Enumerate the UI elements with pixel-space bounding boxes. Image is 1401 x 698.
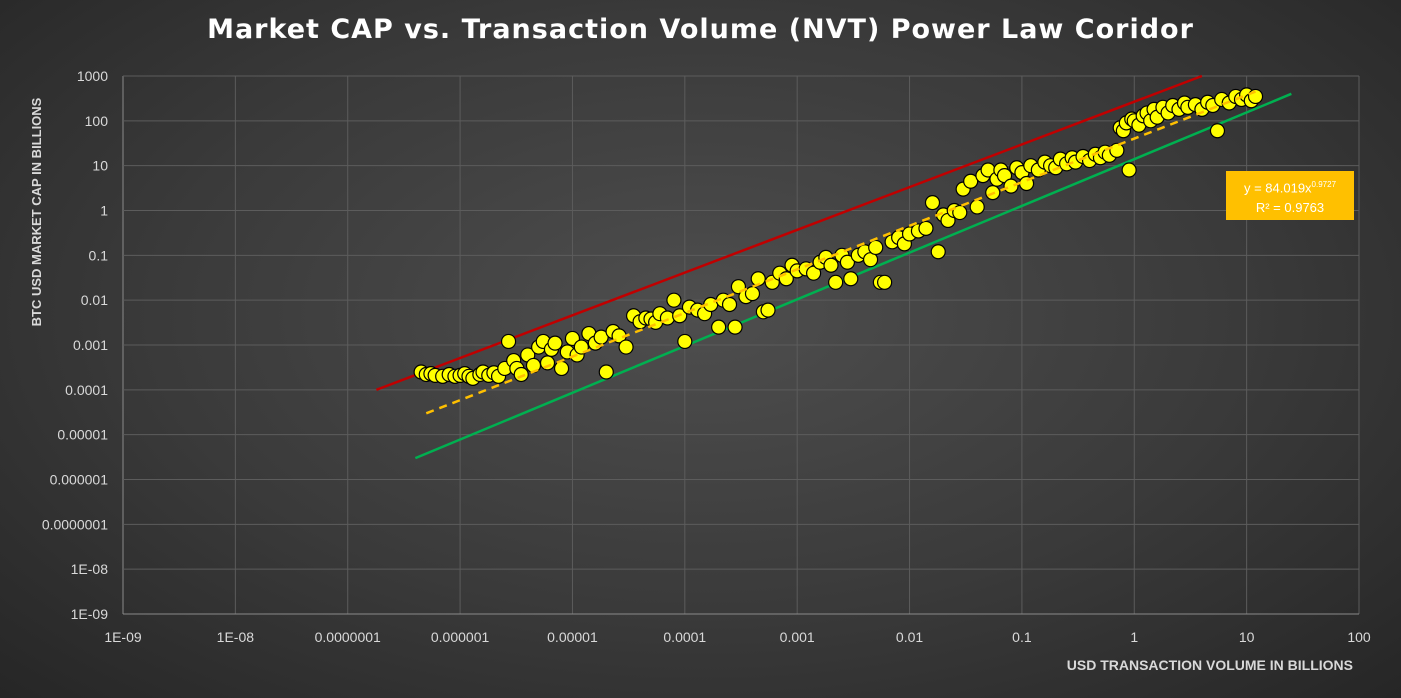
gridlines [122, 75, 1360, 615]
chart-title: Market CAP vs. Transaction Volume (NVT) … [207, 14, 1194, 45]
data-point [1121, 162, 1137, 178]
y-tick-label: 0.0001 [65, 382, 108, 398]
scatter-points [413, 87, 1264, 386]
y-tick-label: 1E-08 [71, 561, 109, 577]
data-point [868, 239, 884, 256]
data-point [666, 292, 682, 308]
x-tick-label: 1E-08 [217, 629, 255, 645]
data-point [618, 339, 634, 355]
trendline-equation-box: y = 84.019x0.9727 R² = 0.9763 [1226, 171, 1354, 220]
equation-prefix: y = 84.019x [1243, 180, 1312, 196]
x-tick-label: 0.0000001 [315, 629, 381, 645]
data-point [721, 296, 738, 313]
x-tick-label: 0.00001 [547, 629, 598, 645]
data-point [677, 333, 693, 350]
y-tick-label: 0.000001 [50, 472, 109, 488]
power-law-trendline [425, 90, 1256, 415]
data-point [823, 257, 839, 273]
data-point [711, 319, 727, 335]
y-tick-label: 0.1 [89, 247, 109, 263]
data-point [553, 360, 570, 377]
data-point [744, 286, 761, 302]
data-point [952, 204, 968, 221]
data-point [1003, 178, 1019, 194]
data-point [539, 355, 556, 371]
y-tick-label: 10 [92, 158, 108, 174]
y-tick-label: 0.00001 [57, 427, 108, 443]
data-point [1209, 123, 1226, 139]
data-point [727, 319, 743, 335]
y-tick-label: 0.001 [73, 337, 108, 353]
equation-exponent: 0.9727 [1311, 180, 1337, 189]
data-point [843, 271, 859, 287]
data-point [1109, 142, 1125, 158]
x-tick-label: 0.01 [896, 629, 923, 645]
trendline-group [425, 90, 1256, 415]
y-tick-labels: 1E-09 1E-08 0.0000001 0.000001 0.00001 0.0001… [42, 68, 108, 622]
data-point [760, 302, 776, 318]
x-tick-label: 10 [1239, 629, 1255, 645]
x-tick-label: 1 [1130, 629, 1138, 645]
x-tick-label: 1E-09 [104, 629, 142, 645]
trendline-equation: y = 84.019x0.9727 [1226, 175, 1354, 198]
data-point [598, 364, 614, 380]
trendline-r2: R² = 0.9763 [1255, 200, 1325, 216]
data-point [963, 173, 979, 189]
x-axis-label: USD TRANSACTION VOLUME IN BILLIONS [1066, 657, 1353, 673]
upper-corridor-line [375, 74, 1203, 392]
y-tick-label: 1 [100, 203, 108, 219]
data-point [828, 274, 844, 290]
x-tick-label: 0.0001 [663, 629, 706, 645]
y-tick-label: 1E-09 [71, 606, 109, 622]
x-tick-label: 0.000001 [431, 629, 490, 645]
y-tick-label: 0.01 [81, 292, 108, 308]
data-point [839, 254, 856, 270]
x-tick-labels: 1E-09 1E-08 0.0000001 0.000001 0.00001 0.0001… [104, 629, 1371, 645]
data-point [547, 335, 563, 351]
data-point [969, 199, 985, 215]
data-point [1247, 88, 1264, 105]
x-tick-label: 0.1 [1012, 629, 1032, 645]
y-tick-label: 100 [85, 113, 109, 129]
data-point [930, 244, 946, 260]
data-point [924, 195, 941, 211]
data-point [500, 333, 517, 350]
data-point [877, 274, 893, 290]
data-point [513, 366, 529, 383]
x-tick-label: 100 [1347, 629, 1371, 645]
x-tick-label: 0.001 [780, 629, 815, 645]
data-point [918, 220, 934, 236]
y-tick-label: 0.0000001 [42, 516, 108, 532]
y-tick-label: 1000 [77, 68, 108, 84]
